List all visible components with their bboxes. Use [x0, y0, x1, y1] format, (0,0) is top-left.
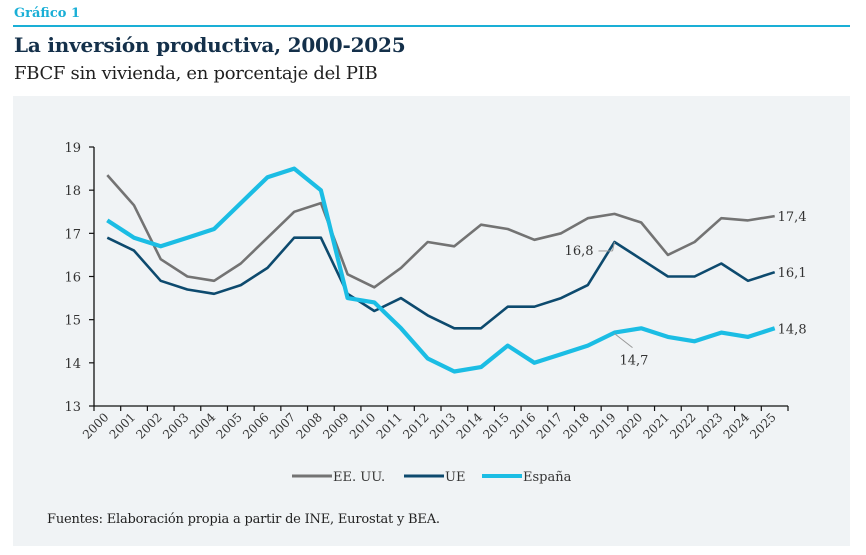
y-tick-label: 15	[64, 314, 81, 329]
x-tick-label: 2019	[587, 410, 618, 441]
x-tick-label: 2005	[213, 410, 244, 441]
series-line-eu	[106, 236, 776, 330]
x-tick-label: 2017	[534, 410, 565, 441]
end-label-us: 17,4	[778, 210, 807, 225]
x-tick-label: 2008	[294, 410, 325, 441]
x-tick-label: 2003	[160, 410, 191, 441]
data-labels: 17,4 16,1 14,8 16,8 14,7	[565, 210, 807, 369]
x-tick-label: 2025	[747, 410, 778, 441]
x-axis: 2000200120022003200420052006200720082009…	[80, 405, 789, 442]
legend-label-spain: España	[523, 470, 572, 485]
y-tick-label: 13	[64, 400, 81, 415]
x-tick-label: 2007	[267, 410, 298, 441]
x-tick-label: 2000	[80, 410, 111, 441]
chart-subtitle: FBCF sin vivienda, en porcentaje del PIB	[14, 63, 378, 84]
x-tick-label: 2016	[507, 410, 538, 441]
y-tick-label: 16	[64, 271, 81, 286]
x-tick-label: 2014	[454, 410, 486, 442]
legend: EE. UU. UE España	[292, 470, 572, 485]
legend-label-eu: UE	[445, 470, 465, 485]
x-tick-label: 2013	[427, 410, 458, 441]
x-tick-label: 2011	[374, 410, 405, 441]
source-note: Fuentes: Elaboración propia a partir de …	[47, 512, 440, 527]
y-tick-label: 17	[64, 227, 81, 242]
annotation-label-eu: 16,8	[565, 244, 594, 259]
x-tick-label: 2010	[347, 410, 378, 441]
x-tick-label: 2024	[721, 410, 753, 442]
x-tick-label: 2023	[694, 410, 725, 441]
y-axis: 13 14 15 16 17 18 19	[64, 141, 95, 415]
x-tick-label: 2020	[614, 410, 645, 441]
leader-line	[614, 333, 633, 349]
x-tick-label: 2012	[400, 410, 431, 441]
chart-kicker: Gráfico 1	[14, 6, 80, 21]
series-lines	[106, 166, 776, 374]
x-tick-label: 2002	[133, 410, 164, 441]
end-label-spain: 14,8	[778, 322, 807, 337]
legend-label-us: EE. UU.	[333, 470, 385, 485]
x-tick-label: 2022	[667, 410, 698, 441]
x-tick-label: 2009	[320, 410, 351, 441]
x-tick-label: 2001	[107, 410, 138, 441]
y-tick-label: 18	[64, 184, 81, 199]
x-tick-label: 2018	[560, 410, 591, 441]
x-tick-label: 2021	[641, 410, 672, 441]
series-line-spain	[106, 166, 776, 374]
chart-panel	[13, 96, 850, 546]
x-tick-label: 2006	[240, 410, 271, 441]
series-line-us	[106, 174, 775, 289]
leader-line	[612, 241, 615, 252]
end-label-eu: 16,1	[778, 266, 807, 281]
chart-title: La inversión productiva, 2000-2025	[14, 33, 406, 57]
annotation-label-spain: 14,7	[620, 354, 649, 369]
x-tick-label: 2004	[187, 410, 219, 442]
x-tick-label: 2015	[480, 410, 511, 441]
y-tick-label: 14	[64, 357, 81, 372]
header-rule	[13, 25, 850, 27]
y-tick-label: 19	[64, 141, 81, 156]
